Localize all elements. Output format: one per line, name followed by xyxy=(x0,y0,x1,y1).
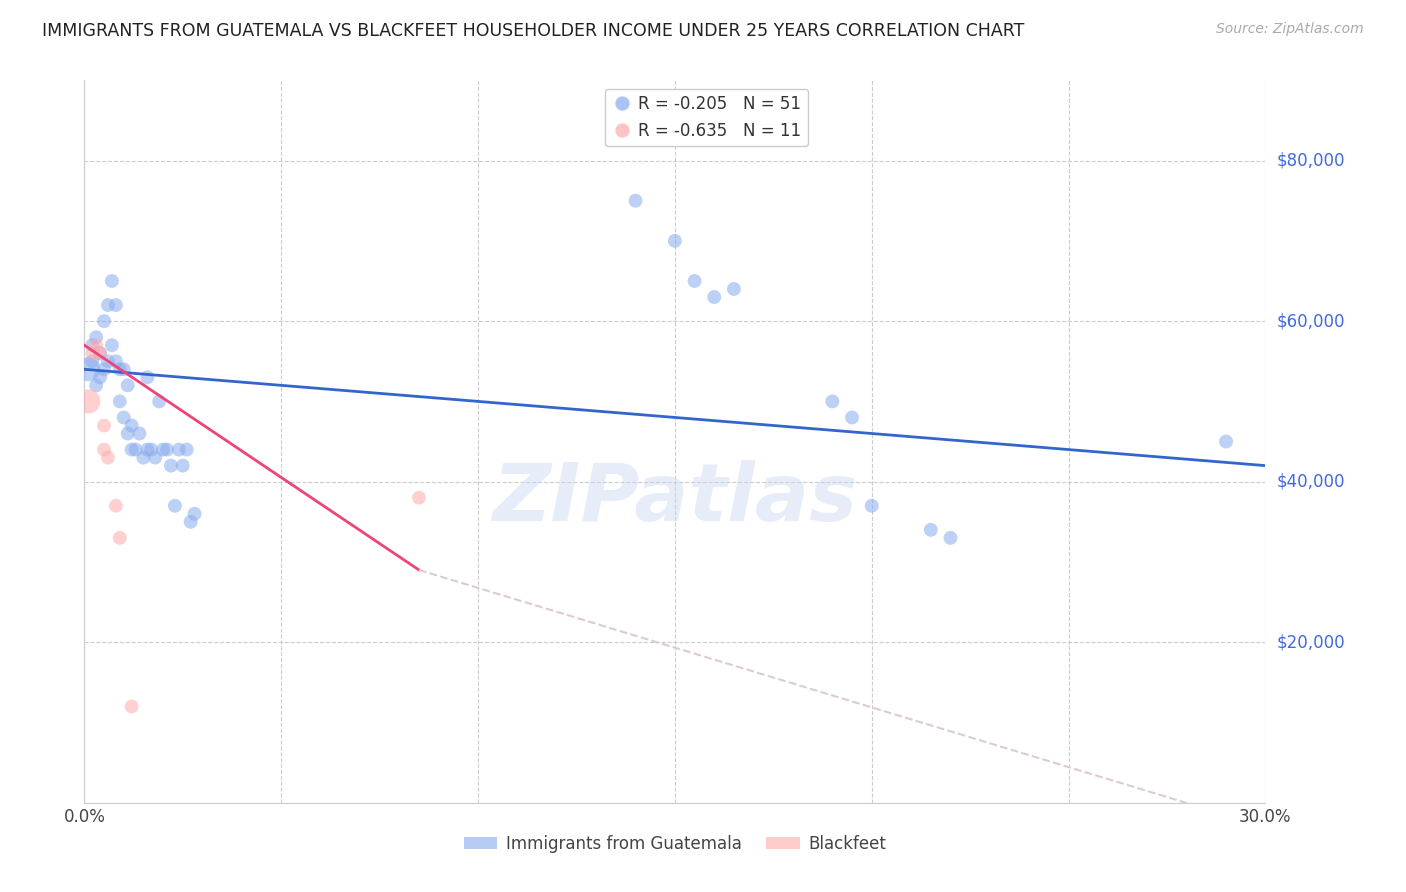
Text: $40,000: $40,000 xyxy=(1277,473,1346,491)
Point xyxy=(167,442,190,457)
Point xyxy=(156,442,179,457)
Point xyxy=(148,394,170,409)
Point xyxy=(104,499,127,513)
Point xyxy=(82,346,104,360)
Point xyxy=(136,370,159,384)
Point xyxy=(683,274,706,288)
Point xyxy=(664,234,686,248)
Point xyxy=(104,354,127,368)
Point xyxy=(112,410,135,425)
Point xyxy=(97,450,120,465)
Point xyxy=(821,394,844,409)
Point xyxy=(920,523,942,537)
Point xyxy=(624,194,647,208)
Point xyxy=(93,442,115,457)
Point xyxy=(136,442,159,457)
Text: Source: ZipAtlas.com: Source: ZipAtlas.com xyxy=(1216,22,1364,37)
Point xyxy=(117,378,139,392)
Point xyxy=(84,338,107,352)
Point xyxy=(141,442,163,457)
Point xyxy=(108,531,131,545)
Point xyxy=(723,282,745,296)
Point xyxy=(408,491,430,505)
Point xyxy=(180,515,202,529)
Point xyxy=(104,298,127,312)
Point xyxy=(84,378,107,392)
Text: $80,000: $80,000 xyxy=(1277,152,1346,169)
Point xyxy=(1215,434,1237,449)
Point xyxy=(108,394,131,409)
Point xyxy=(77,394,100,409)
Point xyxy=(121,418,143,433)
Point xyxy=(93,314,115,328)
Point xyxy=(172,458,194,473)
Point xyxy=(121,699,143,714)
Point xyxy=(128,426,150,441)
Point xyxy=(939,531,962,545)
Point xyxy=(152,442,174,457)
Point xyxy=(101,338,124,352)
Point xyxy=(163,499,186,513)
Point xyxy=(89,370,111,384)
Point xyxy=(82,354,104,368)
Point xyxy=(101,274,124,288)
Point xyxy=(108,362,131,376)
Point xyxy=(97,298,120,312)
Point xyxy=(124,442,146,457)
Point xyxy=(117,426,139,441)
Point xyxy=(112,362,135,376)
Text: $60,000: $60,000 xyxy=(1277,312,1346,330)
Point xyxy=(93,418,115,433)
Point xyxy=(143,450,166,465)
Point xyxy=(82,338,104,352)
Point xyxy=(160,458,183,473)
Point xyxy=(183,507,205,521)
Text: $20,000: $20,000 xyxy=(1277,633,1346,651)
Point xyxy=(84,330,107,344)
Point xyxy=(89,346,111,360)
Text: IMMIGRANTS FROM GUATEMALA VS BLACKFEET HOUSEHOLDER INCOME UNDER 25 YEARS CORRELA: IMMIGRANTS FROM GUATEMALA VS BLACKFEET H… xyxy=(42,22,1025,40)
Legend: Immigrants from Guatemala, Blackfeet: Immigrants from Guatemala, Blackfeet xyxy=(457,828,893,860)
Point xyxy=(77,362,100,376)
Point xyxy=(93,362,115,376)
Point xyxy=(121,442,143,457)
Point xyxy=(89,346,111,360)
Point xyxy=(132,450,155,465)
Point xyxy=(703,290,725,304)
Point xyxy=(860,499,883,513)
Point xyxy=(176,442,198,457)
Point xyxy=(841,410,863,425)
Text: ZIPatlas: ZIPatlas xyxy=(492,460,858,539)
Point xyxy=(97,354,120,368)
